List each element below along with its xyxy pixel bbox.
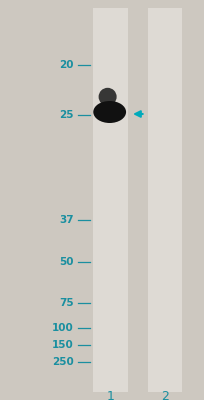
Text: 25: 25 xyxy=(59,110,73,120)
Text: 1: 1 xyxy=(106,390,114,400)
Text: 50: 50 xyxy=(59,257,73,267)
Text: 75: 75 xyxy=(59,298,73,308)
Text: 20: 20 xyxy=(59,60,73,70)
Ellipse shape xyxy=(98,88,116,106)
Ellipse shape xyxy=(93,101,125,123)
Text: 37: 37 xyxy=(59,215,73,225)
Text: 250: 250 xyxy=(52,357,73,367)
Bar xyxy=(93,8,128,392)
Text: 150: 150 xyxy=(52,340,73,350)
Text: 100: 100 xyxy=(52,323,73,333)
Bar xyxy=(147,8,182,392)
Text: 2: 2 xyxy=(160,390,168,400)
